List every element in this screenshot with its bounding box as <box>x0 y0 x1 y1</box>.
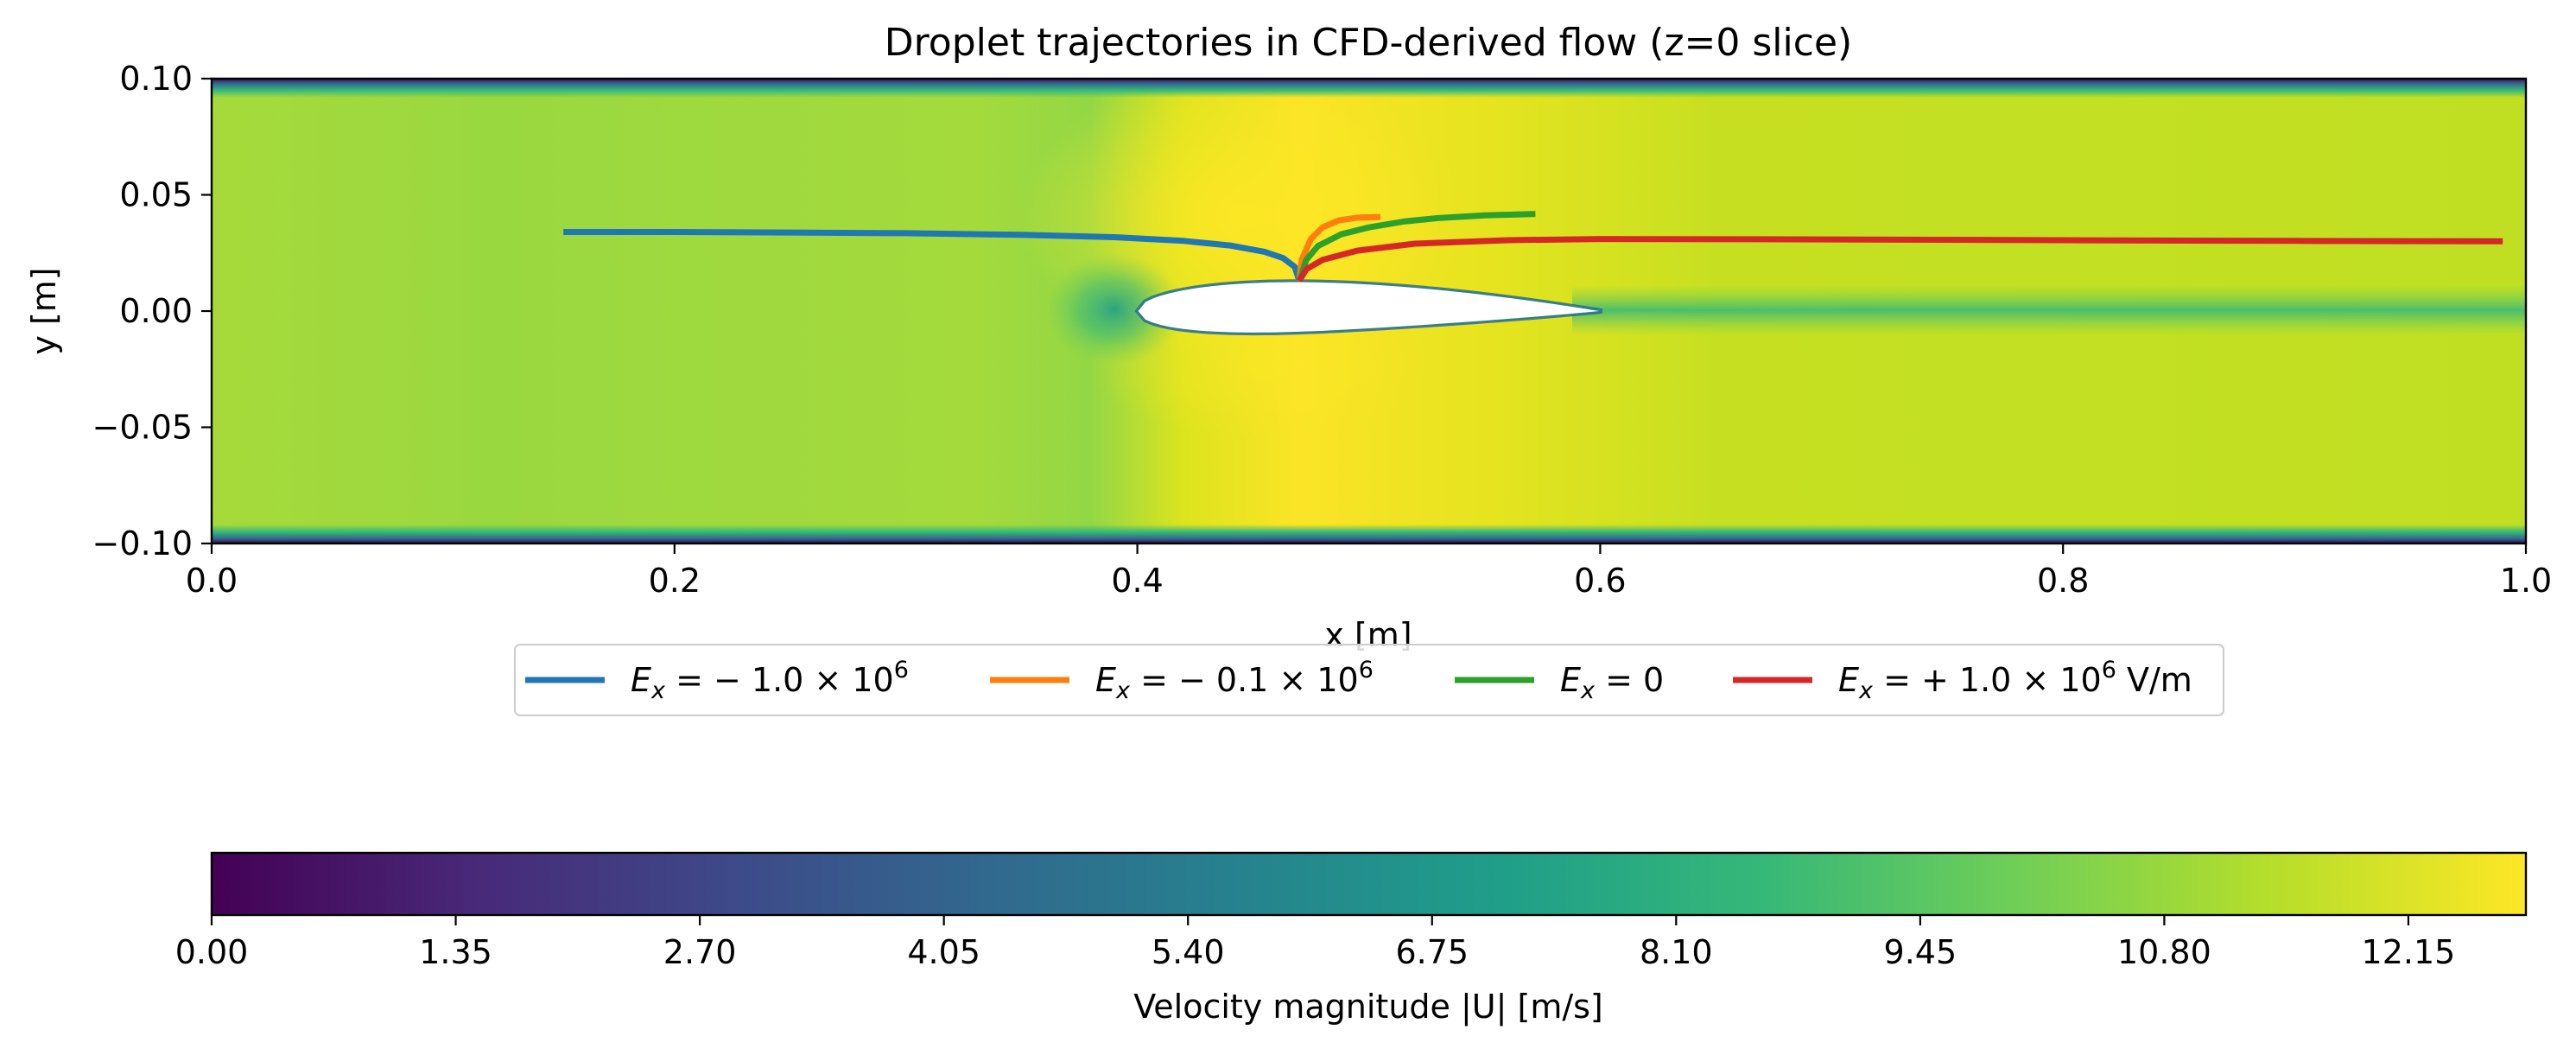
colorbar-tick-label: 4.05 <box>907 933 980 971</box>
colorbar-tick-label: 5.40 <box>1152 933 1225 971</box>
x-tick-label: 0.8 <box>2037 562 2089 600</box>
colorbar-tick-label: 1.35 <box>419 933 492 971</box>
colorbar-tick-label: 8.10 <box>1640 933 1713 971</box>
plot-area <box>212 79 2526 543</box>
colorbar-tick-label: 0.00 <box>175 933 249 971</box>
colorbar-tick-label: 9.45 <box>1884 933 1957 971</box>
x-tick-label: 1.0 <box>2500 562 2552 600</box>
trajectory-line-4 <box>1297 236 2503 283</box>
y-axis-ticks: 0.10 0.05 0.00 −0.05 −0.10 <box>92 60 212 562</box>
y-tick-label: 0.00 <box>119 292 193 330</box>
y-tick-label: −0.10 <box>92 524 193 562</box>
legend-box <box>514 644 2224 716</box>
bottom-wall-boundary-layer <box>212 524 2526 543</box>
legend-label-1: Ex = − 1.0 × 106​ <box>631 657 909 704</box>
colorbar: 0.00 1.35 2.70 4.05 5.40 6.75 8.10 9.45 10.80 12.… <box>175 851 2528 1026</box>
legend-label-2: Ex = − 0.1 × 106​ <box>1095 657 1374 704</box>
x-axis-ticks: 0.0 0.2 0.4 0.6 0.8 1.0 <box>186 543 2552 600</box>
chart-title: Droplet trajectories in CFD-derived flow… <box>885 21 1852 65</box>
x-tick-label: 0.6 <box>1574 562 1626 600</box>
colorbar-gradient <box>210 851 2528 917</box>
wake-region <box>1572 285 2526 335</box>
x-tick-label: 0.0 <box>186 562 238 600</box>
colorbar-tick-label: 2.70 <box>663 933 737 971</box>
airfoil <box>1136 281 1602 334</box>
stagnation-region <box>1045 253 1183 365</box>
x-tick-label: 0.2 <box>649 562 701 600</box>
y-axis-label: y [m] <box>25 267 63 354</box>
legend-label-3: Ex = 0 <box>1560 661 1664 704</box>
trajectory-line-1 <box>563 229 1303 283</box>
y-tick-label: 0.10 <box>119 60 193 98</box>
top-wall-boundary-layer <box>212 79 2526 98</box>
colorbar-tick-label: 10.80 <box>2117 933 2211 971</box>
legend: Ex = − 1.0 × 106​ Ex = − 0.1 × 106​ Ex = 0… <box>514 644 2224 716</box>
trajectory-line-2 <box>1296 213 1381 282</box>
colorbar-tick-label: 12.15 <box>2362 933 2456 971</box>
trajectory-line-3 <box>1296 211 1536 283</box>
colorbar-tick-label: 6.75 <box>1395 933 1469 971</box>
colorbar-label: Velocity magnitude |U| [m/s] <box>1133 988 1603 1026</box>
y-tick-label: −0.05 <box>92 409 193 447</box>
y-tick-label: 0.05 <box>119 176 193 214</box>
x-tick-label: 0.4 <box>1111 562 1163 600</box>
legend-label-4: Ex = + 1.0 × 106 V/m <box>1838 657 2192 704</box>
